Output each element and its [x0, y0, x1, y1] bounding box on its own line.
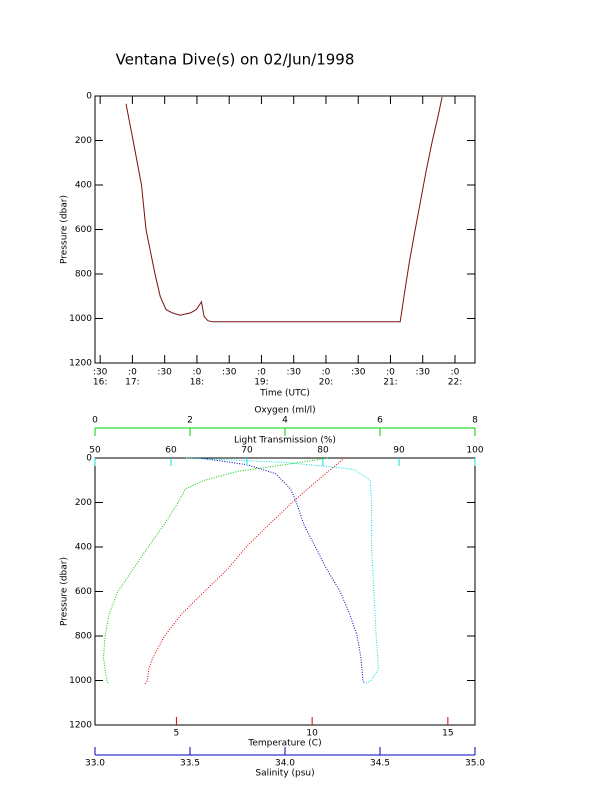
x-tick-label: 34.5: [370, 759, 390, 769]
x-tick-label: :0: [257, 368, 266, 378]
y-tick-label: 400: [75, 543, 92, 553]
y-tick-label: 0: [86, 92, 92, 102]
x-tick-label: 20:: [319, 378, 333, 388]
data-line: [125, 96, 443, 323]
x-tick-label: :30: [157, 368, 172, 378]
x-tick-label: :30: [222, 368, 237, 378]
plot-frame: [94, 95, 476, 364]
y-tick-label: 1000: [69, 676, 92, 686]
x-tick-label: 17:: [125, 378, 139, 388]
x-tick-label: :30: [286, 368, 301, 378]
y-axis-label: Pressure (dbar): [60, 557, 70, 626]
x-tick-label: 0: [92, 416, 98, 426]
x-axis-label: Light Transmission (%): [234, 436, 336, 446]
x-tick-label: 35.0: [465, 759, 485, 769]
x-tick-label: 4: [282, 416, 288, 426]
profile-line: [102, 457, 328, 684]
y-tick-label: 1200: [69, 721, 92, 731]
y-tick-label: 1200: [69, 359, 92, 369]
x-tick-label: :0: [322, 368, 331, 378]
y-tick-label: 200: [75, 136, 92, 146]
y-tick-label: 200: [75, 498, 92, 508]
x-tick-label: 50: [89, 446, 101, 456]
x-tick-label: 33.5: [180, 759, 200, 769]
x-axis-label: Time (UTC): [259, 389, 310, 399]
x-tick-label: 34.0: [275, 759, 295, 769]
x-tick-label: 10: [306, 729, 318, 739]
x-tick-label: 90: [393, 446, 405, 456]
chart-title: Ventana Dive(s) on 02/Jun/1998: [116, 51, 355, 69]
x-tick-label: 2: [187, 416, 193, 426]
x-tick-label: 8: [472, 416, 478, 426]
x-axis-label: Salinity (psu): [255, 769, 314, 779]
plot-frame: [94, 457, 476, 726]
x-tick-label: 18:: [190, 378, 204, 388]
x-tick-label: 19:: [254, 378, 268, 388]
x-tick-label: 70: [241, 446, 253, 456]
x-axis-label: Oxygen (ml/l): [254, 406, 315, 416]
x-tick-label: :30: [415, 368, 430, 378]
profile-line: [186, 457, 380, 685]
x-tick-label: 21:: [383, 378, 397, 388]
x-tick-label: 100: [466, 446, 483, 456]
x-tick-label: 22:: [448, 378, 462, 388]
x-tick-label: :0: [193, 368, 202, 378]
x-tick-label: :0: [451, 368, 460, 378]
y-tick-label: 800: [75, 632, 92, 642]
x-axis-label: Temperature (C): [247, 739, 321, 749]
y-axis-label: Pressure (dbar): [60, 195, 70, 264]
x-tick-label: 60: [165, 446, 177, 456]
x-tick-label: :30: [351, 368, 366, 378]
x-tick-label: 33.0: [85, 759, 105, 769]
x-tick-label: 6: [377, 416, 383, 426]
y-tick-label: 600: [75, 587, 92, 597]
x-tick-label: :0: [128, 368, 137, 378]
x-tick-label: :0: [386, 368, 395, 378]
x-tick-label: :30: [93, 368, 108, 378]
y-tick-label: 800: [75, 270, 92, 280]
profile-line: [199, 457, 366, 685]
x-tick-label: 15: [442, 729, 453, 739]
profile-line: [144, 457, 346, 685]
y-tick-label: 600: [75, 225, 92, 235]
x-tick-label: 5: [174, 729, 180, 739]
x-tick-label: 80: [317, 446, 329, 456]
y-tick-label: 1000: [69, 314, 92, 324]
x-tick-label: 16:: [93, 378, 107, 388]
y-tick-label: 400: [75, 181, 92, 191]
y-tick-label: 0: [86, 454, 92, 464]
